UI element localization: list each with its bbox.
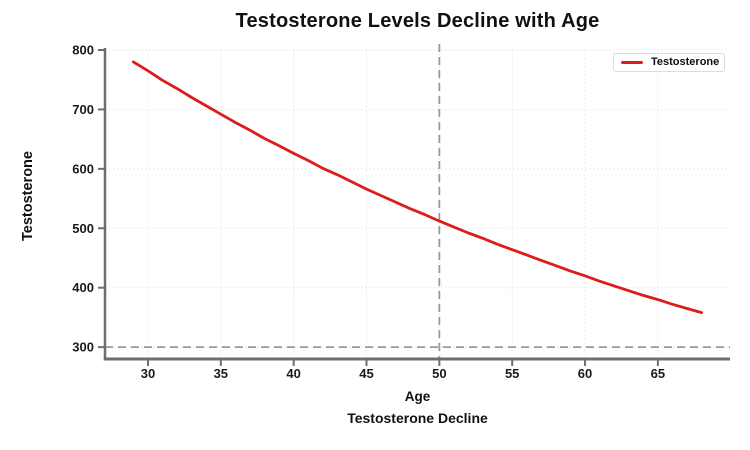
gridlines	[105, 49, 730, 359]
axis-tick-labels: 300 400 500 600 700 800 30 35 40 45 50 55 60 65	[72, 43, 665, 382]
chart-title: Testosterone Levels Decline with Age	[235, 10, 600, 32]
x-tick-label: 35	[214, 366, 228, 381]
y-tick-label: 600	[72, 161, 94, 176]
y-tick-label: 800	[72, 43, 94, 58]
x-tick-label: 50	[432, 366, 446, 381]
x-tick-label: 45	[359, 366, 373, 381]
reference-lines	[105, 44, 730, 359]
legend-label: Testosterone	[651, 56, 720, 68]
x-axis-title: Age	[404, 389, 431, 404]
y-tick-label: 300	[72, 340, 94, 355]
x-tick-label: 65	[651, 366, 665, 381]
y-tick-label: 400	[72, 280, 94, 295]
x-tick-label: 30	[141, 366, 155, 381]
legend[interactable]: Testosterone	[613, 53, 725, 72]
y-tick-label: 700	[72, 102, 94, 117]
testosterone-line-series	[131, 60, 703, 315]
y-tick-label: 500	[72, 221, 94, 236]
figure-caption: Testosterone Decline	[347, 410, 488, 426]
x-tick-label: 40	[286, 366, 300, 381]
y-axis-title: Testosterone	[20, 151, 36, 241]
x-tick-label: 60	[578, 366, 592, 381]
x-tick-label: 55	[505, 366, 519, 381]
legend-line-swatch	[621, 61, 643, 64]
axis-tick-marks	[98, 49, 659, 366]
